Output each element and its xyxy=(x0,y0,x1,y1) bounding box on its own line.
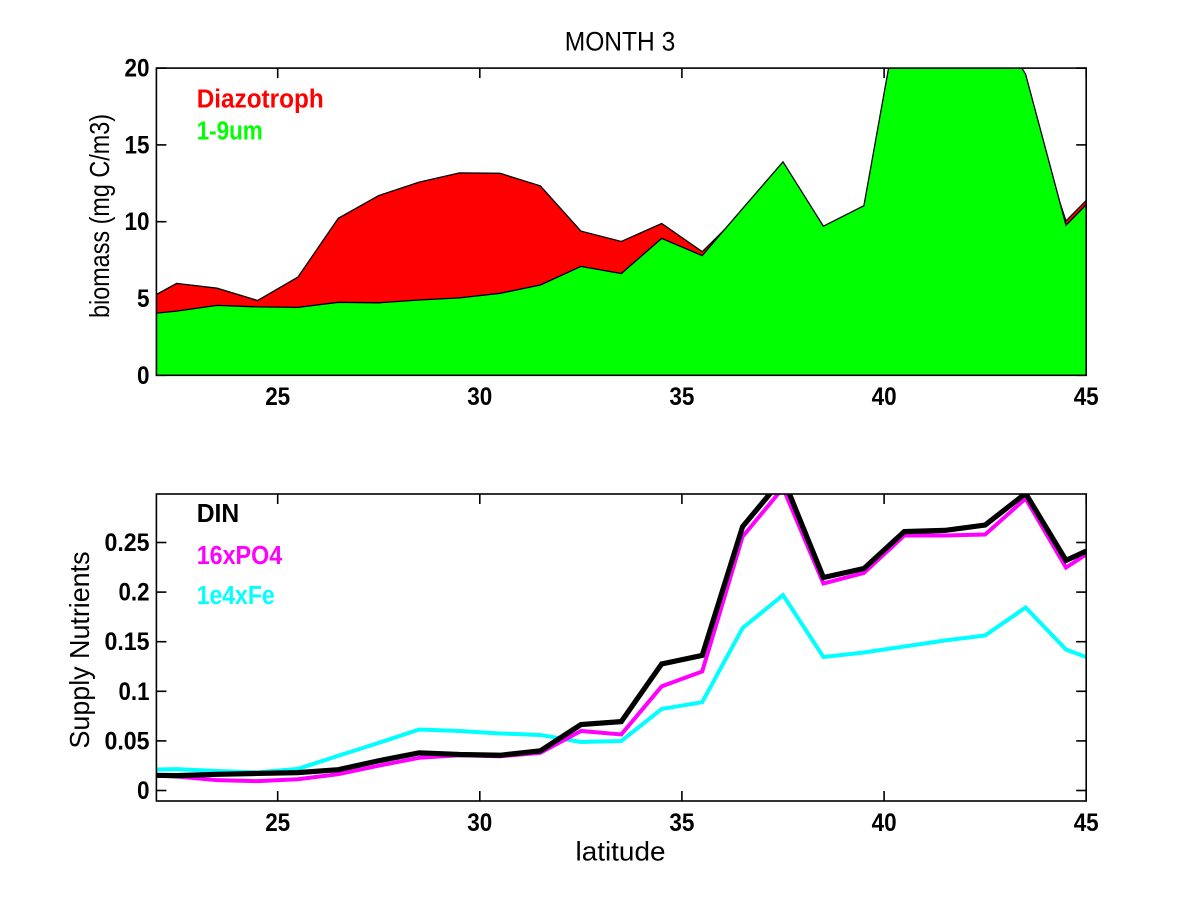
svg-text:35: 35 xyxy=(669,383,694,411)
svg-text:40: 40 xyxy=(872,383,897,411)
svg-text:25: 25 xyxy=(265,383,290,411)
svg-text:0: 0 xyxy=(137,777,150,805)
svg-text:1e4xFe: 1e4xFe xyxy=(197,582,275,610)
svg-text:0.05: 0.05 xyxy=(105,727,150,755)
svg-text:35: 35 xyxy=(669,809,694,837)
svg-text:30: 30 xyxy=(467,809,492,837)
svg-text:30: 30 xyxy=(467,383,492,411)
svg-text:45: 45 xyxy=(1074,383,1099,411)
svg-text:biomass (mg C/m3): biomass (mg C/m3) xyxy=(84,114,115,318)
svg-text:5: 5 xyxy=(137,285,150,313)
svg-text:0.2: 0.2 xyxy=(119,579,150,607)
svg-text:MONTH 3: MONTH 3 xyxy=(565,27,676,57)
svg-text:Diazotroph: Diazotroph xyxy=(197,86,324,114)
svg-text:1-9um: 1-9um xyxy=(197,117,263,145)
svg-text:latitude: latitude xyxy=(576,837,666,867)
svg-text:0.25: 0.25 xyxy=(105,529,150,557)
svg-text:Supply Nutrients: Supply Nutrients xyxy=(64,552,95,749)
svg-text:0.1: 0.1 xyxy=(119,678,150,706)
svg-text:15: 15 xyxy=(125,131,150,159)
svg-text:DIN: DIN xyxy=(197,500,240,528)
svg-text:45: 45 xyxy=(1074,809,1099,837)
svg-text:40: 40 xyxy=(872,809,897,837)
svg-text:25: 25 xyxy=(265,809,290,837)
svg-text:20: 20 xyxy=(125,55,150,83)
svg-text:0: 0 xyxy=(137,362,150,390)
svg-text:0.15: 0.15 xyxy=(105,628,150,656)
svg-text:16xPO4: 16xPO4 xyxy=(197,542,283,570)
svg-text:10: 10 xyxy=(125,208,150,236)
